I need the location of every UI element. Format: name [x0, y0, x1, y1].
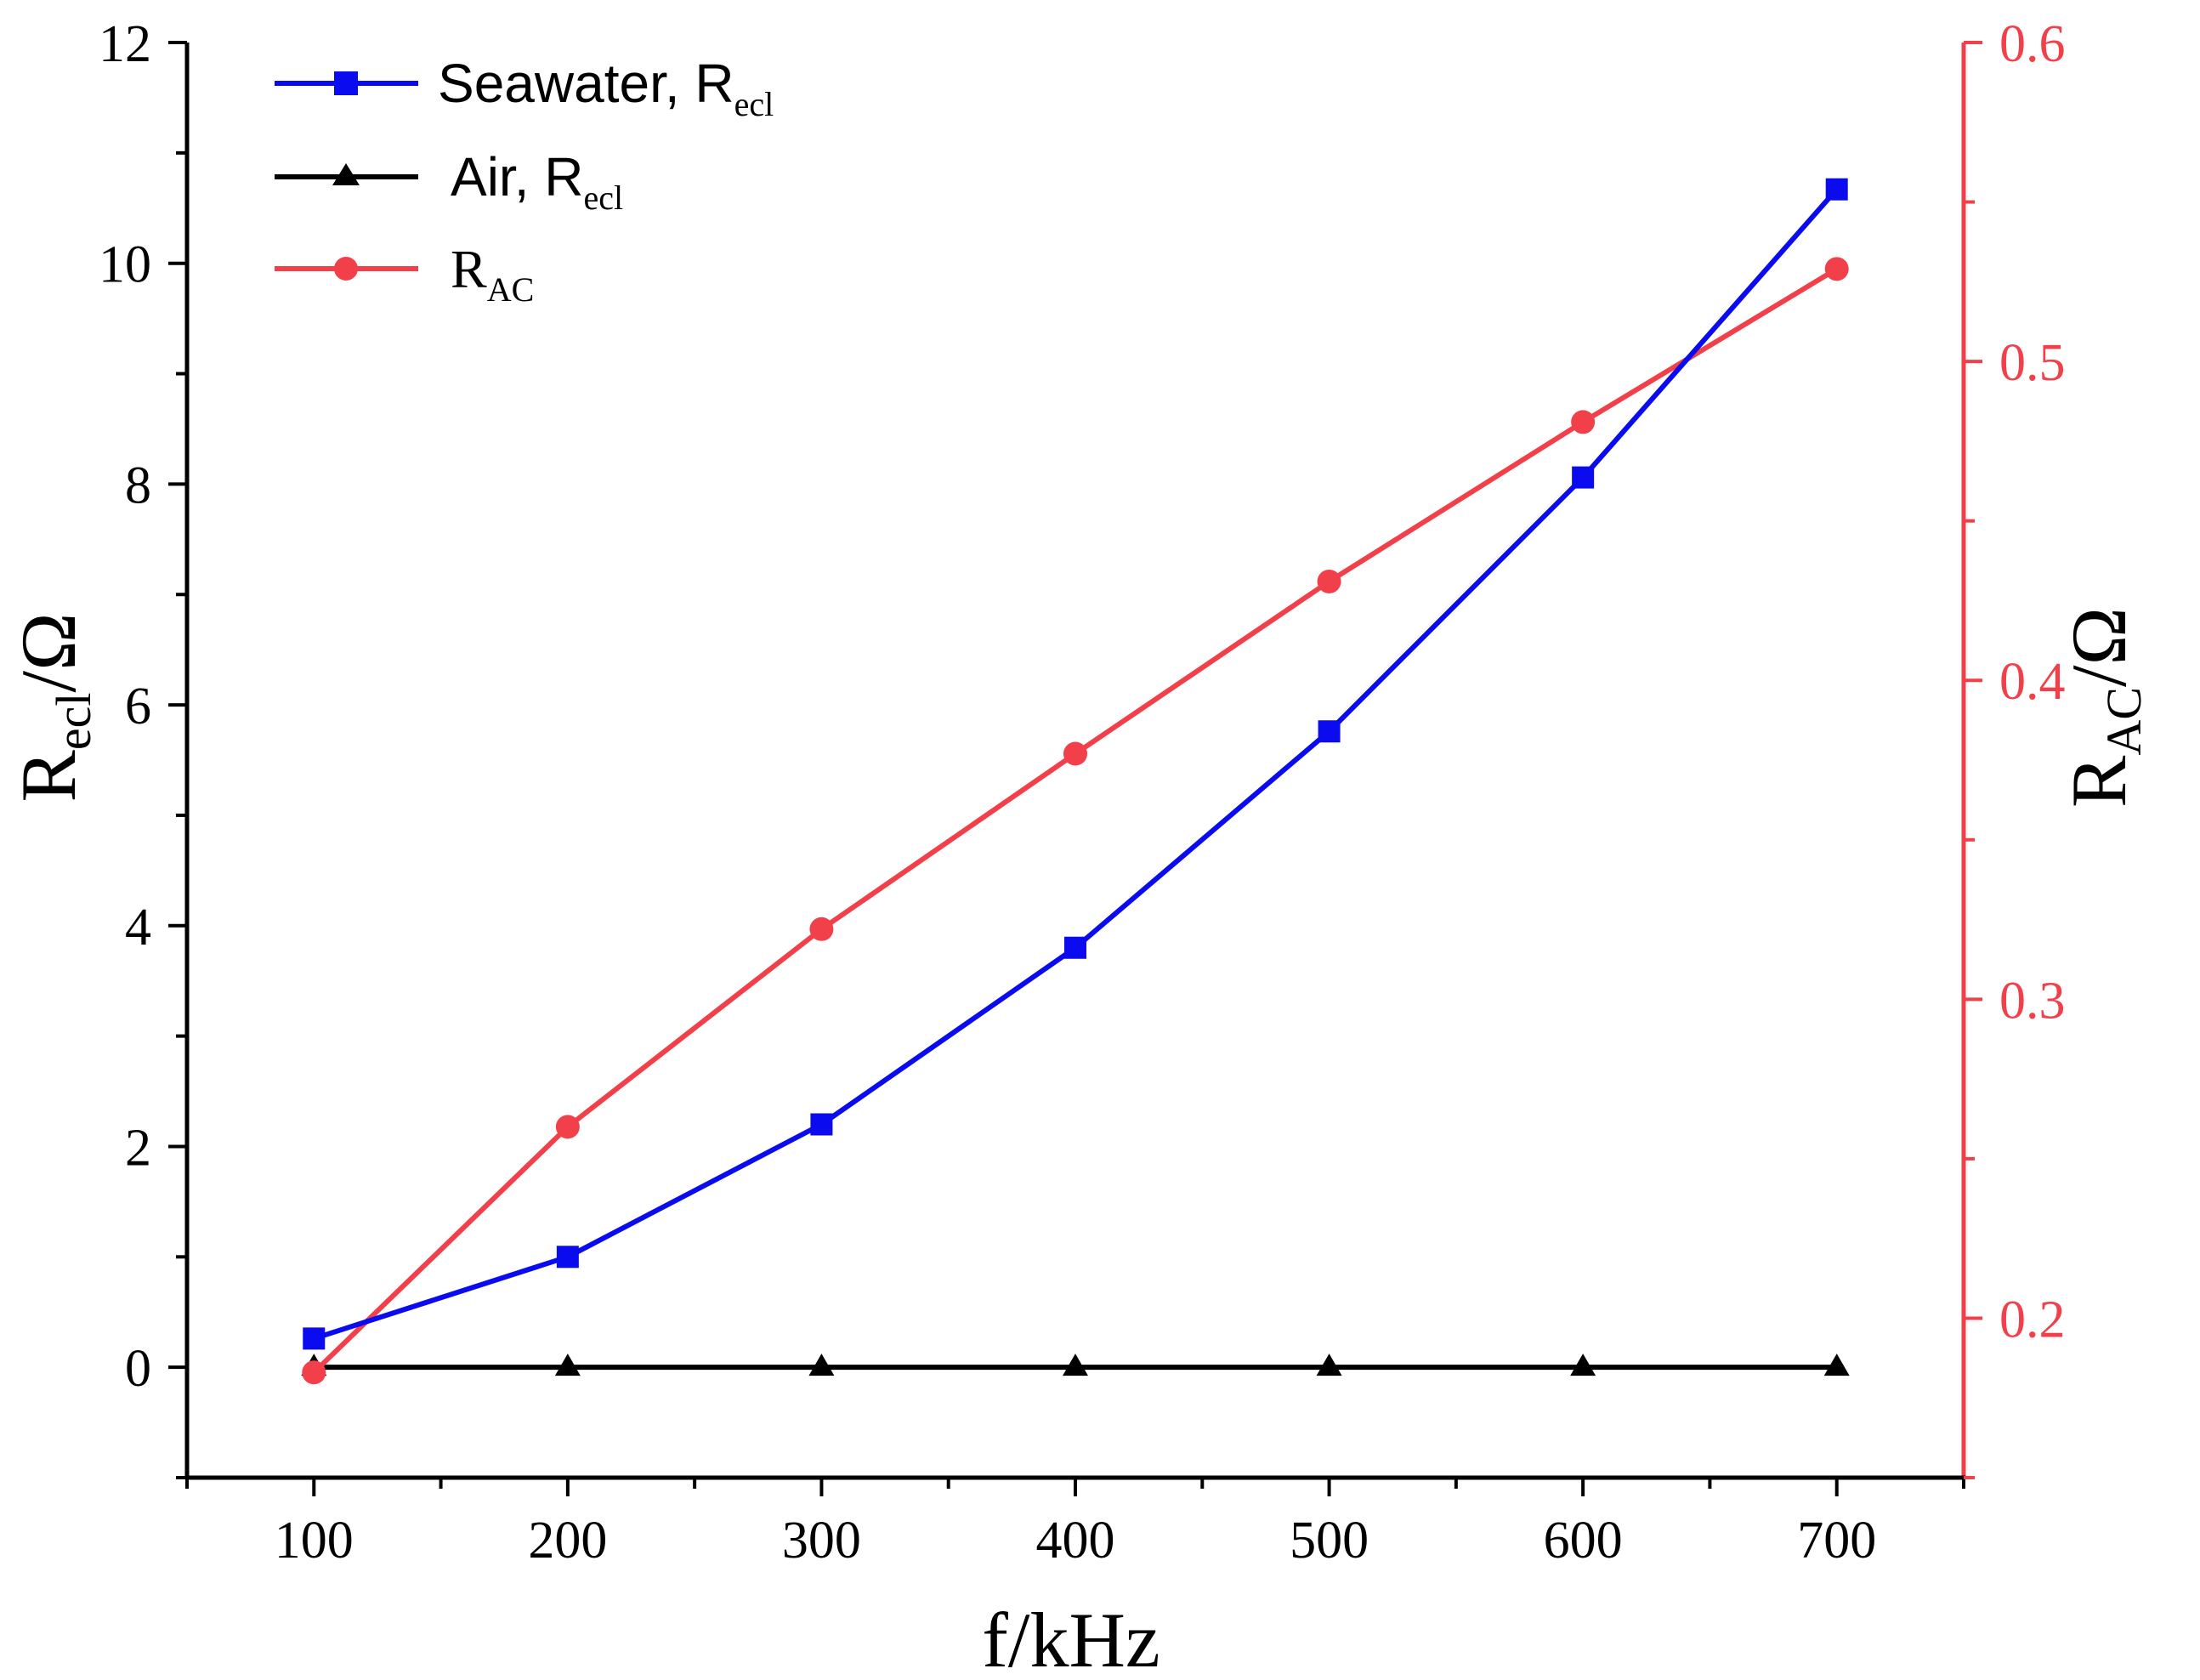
y-left-tick-label: 10 [99, 236, 151, 294]
x-tick-label: 700 [1797, 1512, 1876, 1569]
data-point-rac [1824, 257, 1849, 281]
y-axis-right-title: RAC/Ω [2055, 607, 2152, 808]
y-right-tick-label: 0.5 [1999, 334, 2066, 392]
data-point-air [554, 1354, 581, 1376]
series-layer [301, 178, 1850, 1385]
x-tick-label: 500 [1290, 1512, 1369, 1569]
data-point-rac [1317, 569, 1341, 593]
legend-label-rac: RAC [451, 239, 534, 309]
legend-marker-rac [334, 257, 358, 281]
data-point-seawater [1825, 178, 1848, 201]
data-point-rac [809, 917, 834, 941]
data-point-seawater [1318, 720, 1341, 743]
data-point-seawater [810, 1113, 833, 1136]
data-point-air [1570, 1354, 1596, 1376]
axes-layer: 100 200 300 400 500 600 700 0 2 4 6 8 10 12 0.2 0.3 0.4 0… [99, 15, 2066, 1569]
data-point-rac [302, 1360, 326, 1385]
x-tick-label: 200 [528, 1512, 607, 1569]
y-right-tick-label: 0.3 [1999, 972, 2066, 1030]
legend-label-seawater: Seawater, Recl [438, 53, 774, 123]
data-point-seawater [1064, 936, 1086, 959]
data-point-air [1316, 1354, 1342, 1376]
data-point-seawater [1572, 466, 1595, 489]
y-left-tick-label: 0 [125, 1340, 151, 1398]
data-point-rac [555, 1115, 580, 1139]
y-axis-left-title: Recl/Ω [5, 613, 101, 803]
data-point-air [1063, 1354, 1088, 1376]
y-left-tick-label: 4 [125, 899, 151, 956]
y-left-tick-label: 8 [125, 457, 151, 514]
y-left-tick-label: 2 [125, 1119, 151, 1177]
legend: Seawater, Recl Air, Recl RAC [275, 53, 774, 309]
data-point-air [808, 1354, 835, 1376]
legend-marker-air [332, 163, 360, 185]
x-tick-label: 300 [782, 1512, 861, 1569]
legend-marker-seawater [334, 71, 358, 95]
data-point-rac [1063, 741, 1087, 766]
y-right-tick-label: 0.2 [1999, 1291, 2066, 1348]
y-right-tick-label: 0.6 [1999, 15, 2066, 73]
x-tick-label: 400 [1036, 1512, 1115, 1569]
x-axis-title: f/kHz [982, 1597, 1160, 1680]
y-left-tick-label: 6 [125, 678, 151, 735]
data-point-seawater [303, 1327, 326, 1350]
legend-item-air: Air, Recl [275, 146, 623, 217]
legend-item-rac: RAC [275, 239, 534, 309]
x-tick-label: 100 [275, 1512, 354, 1569]
y-left-tick-label: 12 [99, 15, 151, 73]
data-point-air [1823, 1354, 1850, 1376]
data-point-rac [1571, 410, 1596, 434]
y-right-tick-label: 0.4 [1999, 653, 2066, 711]
legend-label-air: Air, Recl [451, 146, 623, 217]
data-point-seawater [556, 1246, 579, 1269]
x-tick-label: 600 [1544, 1512, 1623, 1569]
legend-item-seawater: Seawater, Recl [275, 53, 774, 123]
